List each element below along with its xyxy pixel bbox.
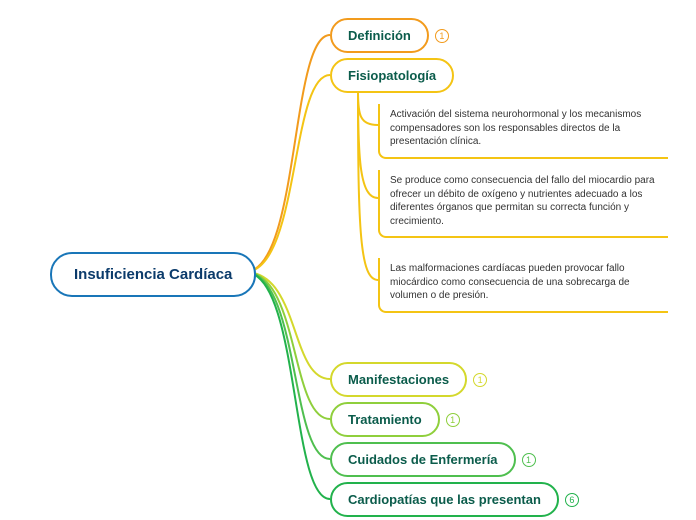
connector <box>245 272 330 419</box>
connector <box>358 92 378 125</box>
branch-node[interactable]: Manifestaciones <box>330 362 467 397</box>
count-badge: 1 <box>446 413 460 427</box>
branch-node[interactable]: Definición <box>330 18 429 53</box>
count-badge: 6 <box>565 493 579 507</box>
root-node[interactable]: Insuficiencia Cardíaca <box>50 252 256 297</box>
count-badge: 1 <box>473 373 487 387</box>
connector <box>245 272 330 459</box>
mindmap-canvas: Insuficiencia Cardíaca Definición 1 Fisiop… <box>0 0 696 520</box>
detail-text: Activación del sistema neurohormonal y l… <box>378 104 668 159</box>
connector <box>245 35 330 272</box>
branch-node[interactable]: Cuidados de Enfermería <box>330 442 516 477</box>
branch-label: Tratamiento <box>348 412 422 427</box>
connector <box>358 92 378 280</box>
branch-node[interactable]: Cardiopatías que las presentan <box>330 482 559 517</box>
branch-label: Cardiopatías que las presentan <box>348 492 541 507</box>
root-label: Insuficiencia Cardíaca <box>74 266 232 283</box>
count-badge: 1 <box>522 453 536 467</box>
connector <box>245 272 330 379</box>
count-badge: 1 <box>435 29 449 43</box>
connector <box>245 272 330 499</box>
branch-label: Cuidados de Enfermería <box>348 452 498 467</box>
branch-node[interactable]: Tratamiento <box>330 402 440 437</box>
detail-text: Se produce como consecuencia del fallo d… <box>378 170 668 238</box>
branch-label: Definición <box>348 28 411 43</box>
branch-node[interactable]: Fisiopatología <box>330 58 454 93</box>
branch-label: Manifestaciones <box>348 372 449 387</box>
branch-label: Fisiopatología <box>348 68 436 83</box>
connector <box>358 92 378 198</box>
connector <box>245 75 330 272</box>
detail-text: Las malformaciones cardíacas pueden prov… <box>378 258 668 313</box>
